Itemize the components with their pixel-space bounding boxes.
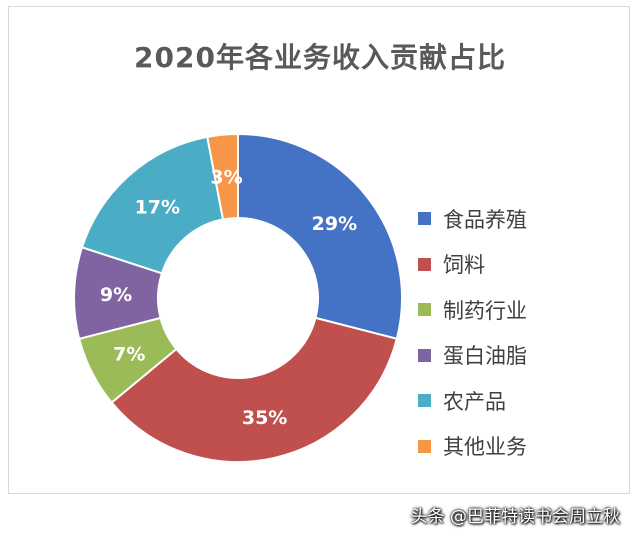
data-label-2: 7% bbox=[113, 343, 145, 365]
data-label-4: 17% bbox=[135, 196, 180, 218]
data-label-0: 29% bbox=[312, 213, 357, 235]
watermark: 头条 @巴菲特读书会周立秋 bbox=[410, 507, 620, 527]
data-label-5: 3% bbox=[210, 167, 242, 189]
legend-item: 蛋白油脂 bbox=[418, 333, 527, 379]
legend-label: 农产品 bbox=[443, 389, 506, 414]
legend-swatch bbox=[418, 394, 431, 408]
legend-item: 饲料 bbox=[418, 242, 527, 288]
legend-label: 食品养殖 bbox=[443, 207, 527, 232]
legend-label: 蛋白油脂 bbox=[443, 344, 527, 369]
legend-item: 制药行业 bbox=[418, 287, 527, 333]
legend-swatch bbox=[418, 303, 431, 317]
slice-5 bbox=[206, 132, 239, 221]
slice-1 bbox=[110, 316, 399, 463]
slice-0 bbox=[237, 132, 403, 341]
data-label-1: 35% bbox=[242, 407, 287, 429]
legend-swatch bbox=[418, 212, 431, 226]
slice-4 bbox=[80, 135, 225, 275]
legend-swatch bbox=[418, 348, 431, 362]
legend-label: 饲料 bbox=[443, 253, 485, 278]
legend-swatch bbox=[418, 439, 431, 453]
legend-swatch bbox=[418, 257, 431, 271]
legend-item: 其他业务 bbox=[418, 424, 527, 470]
legend-item: 食品养殖 bbox=[418, 196, 527, 242]
legend-label: 制药行业 bbox=[443, 298, 527, 323]
legend-item: 农产品 bbox=[418, 378, 527, 424]
chart-legend: 食品养殖饲料制药行业蛋白油脂农产品其他业务 bbox=[418, 196, 527, 469]
legend-label: 其他业务 bbox=[443, 435, 527, 460]
data-label-3: 9% bbox=[100, 284, 132, 306]
chart-title: 2020年各业务收入贡献占比 bbox=[134, 41, 506, 74]
